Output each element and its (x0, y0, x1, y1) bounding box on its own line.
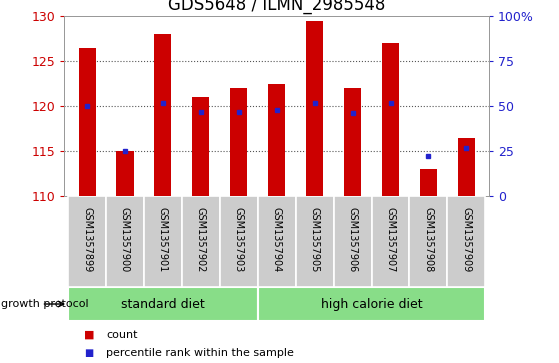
Bar (192, 97, 210, 196)
Bar (447, 196, 485, 287)
Bar (372, 196, 410, 287)
Text: ■: ■ (84, 330, 94, 340)
Bar (268, 84, 285, 196)
Bar (220, 196, 258, 287)
Bar (258, 196, 296, 287)
Bar (258, 287, 485, 321)
Bar (306, 21, 323, 196)
Bar (458, 138, 475, 196)
Text: GSM1357907: GSM1357907 (386, 207, 396, 272)
Bar (334, 196, 372, 287)
Text: count: count (106, 330, 138, 340)
Text: standard diet: standard diet (121, 298, 205, 310)
Bar (144, 196, 182, 287)
Text: GSM1357909: GSM1357909 (461, 207, 471, 272)
Text: GSM1357908: GSM1357908 (423, 207, 433, 272)
Bar (296, 196, 334, 287)
Bar (182, 196, 220, 287)
Text: GSM1357901: GSM1357901 (158, 207, 168, 272)
Bar (68, 287, 258, 321)
Bar (230, 88, 247, 196)
Bar (116, 151, 134, 196)
Text: GSM1357899: GSM1357899 (82, 207, 92, 272)
Bar (78, 48, 96, 196)
Bar (382, 43, 399, 196)
Bar (68, 196, 106, 287)
Text: GSM1357906: GSM1357906 (348, 207, 358, 272)
Text: GSM1357900: GSM1357900 (120, 207, 130, 272)
Text: ■: ■ (84, 347, 93, 358)
Text: high calorie diet: high calorie diet (321, 298, 423, 310)
Bar (409, 196, 447, 287)
Bar (420, 169, 437, 196)
Bar (106, 196, 144, 287)
Bar (344, 88, 361, 196)
Text: percentile rank within the sample: percentile rank within the sample (106, 347, 294, 358)
Bar (154, 34, 172, 196)
Title: GDS5648 / ILMN_2985548: GDS5648 / ILMN_2985548 (168, 0, 385, 14)
Text: GSM1357904: GSM1357904 (272, 207, 282, 272)
Text: GSM1357905: GSM1357905 (310, 207, 320, 272)
Text: GSM1357902: GSM1357902 (196, 207, 206, 272)
Text: GSM1357903: GSM1357903 (234, 207, 244, 272)
Text: growth protocol: growth protocol (1, 299, 88, 309)
